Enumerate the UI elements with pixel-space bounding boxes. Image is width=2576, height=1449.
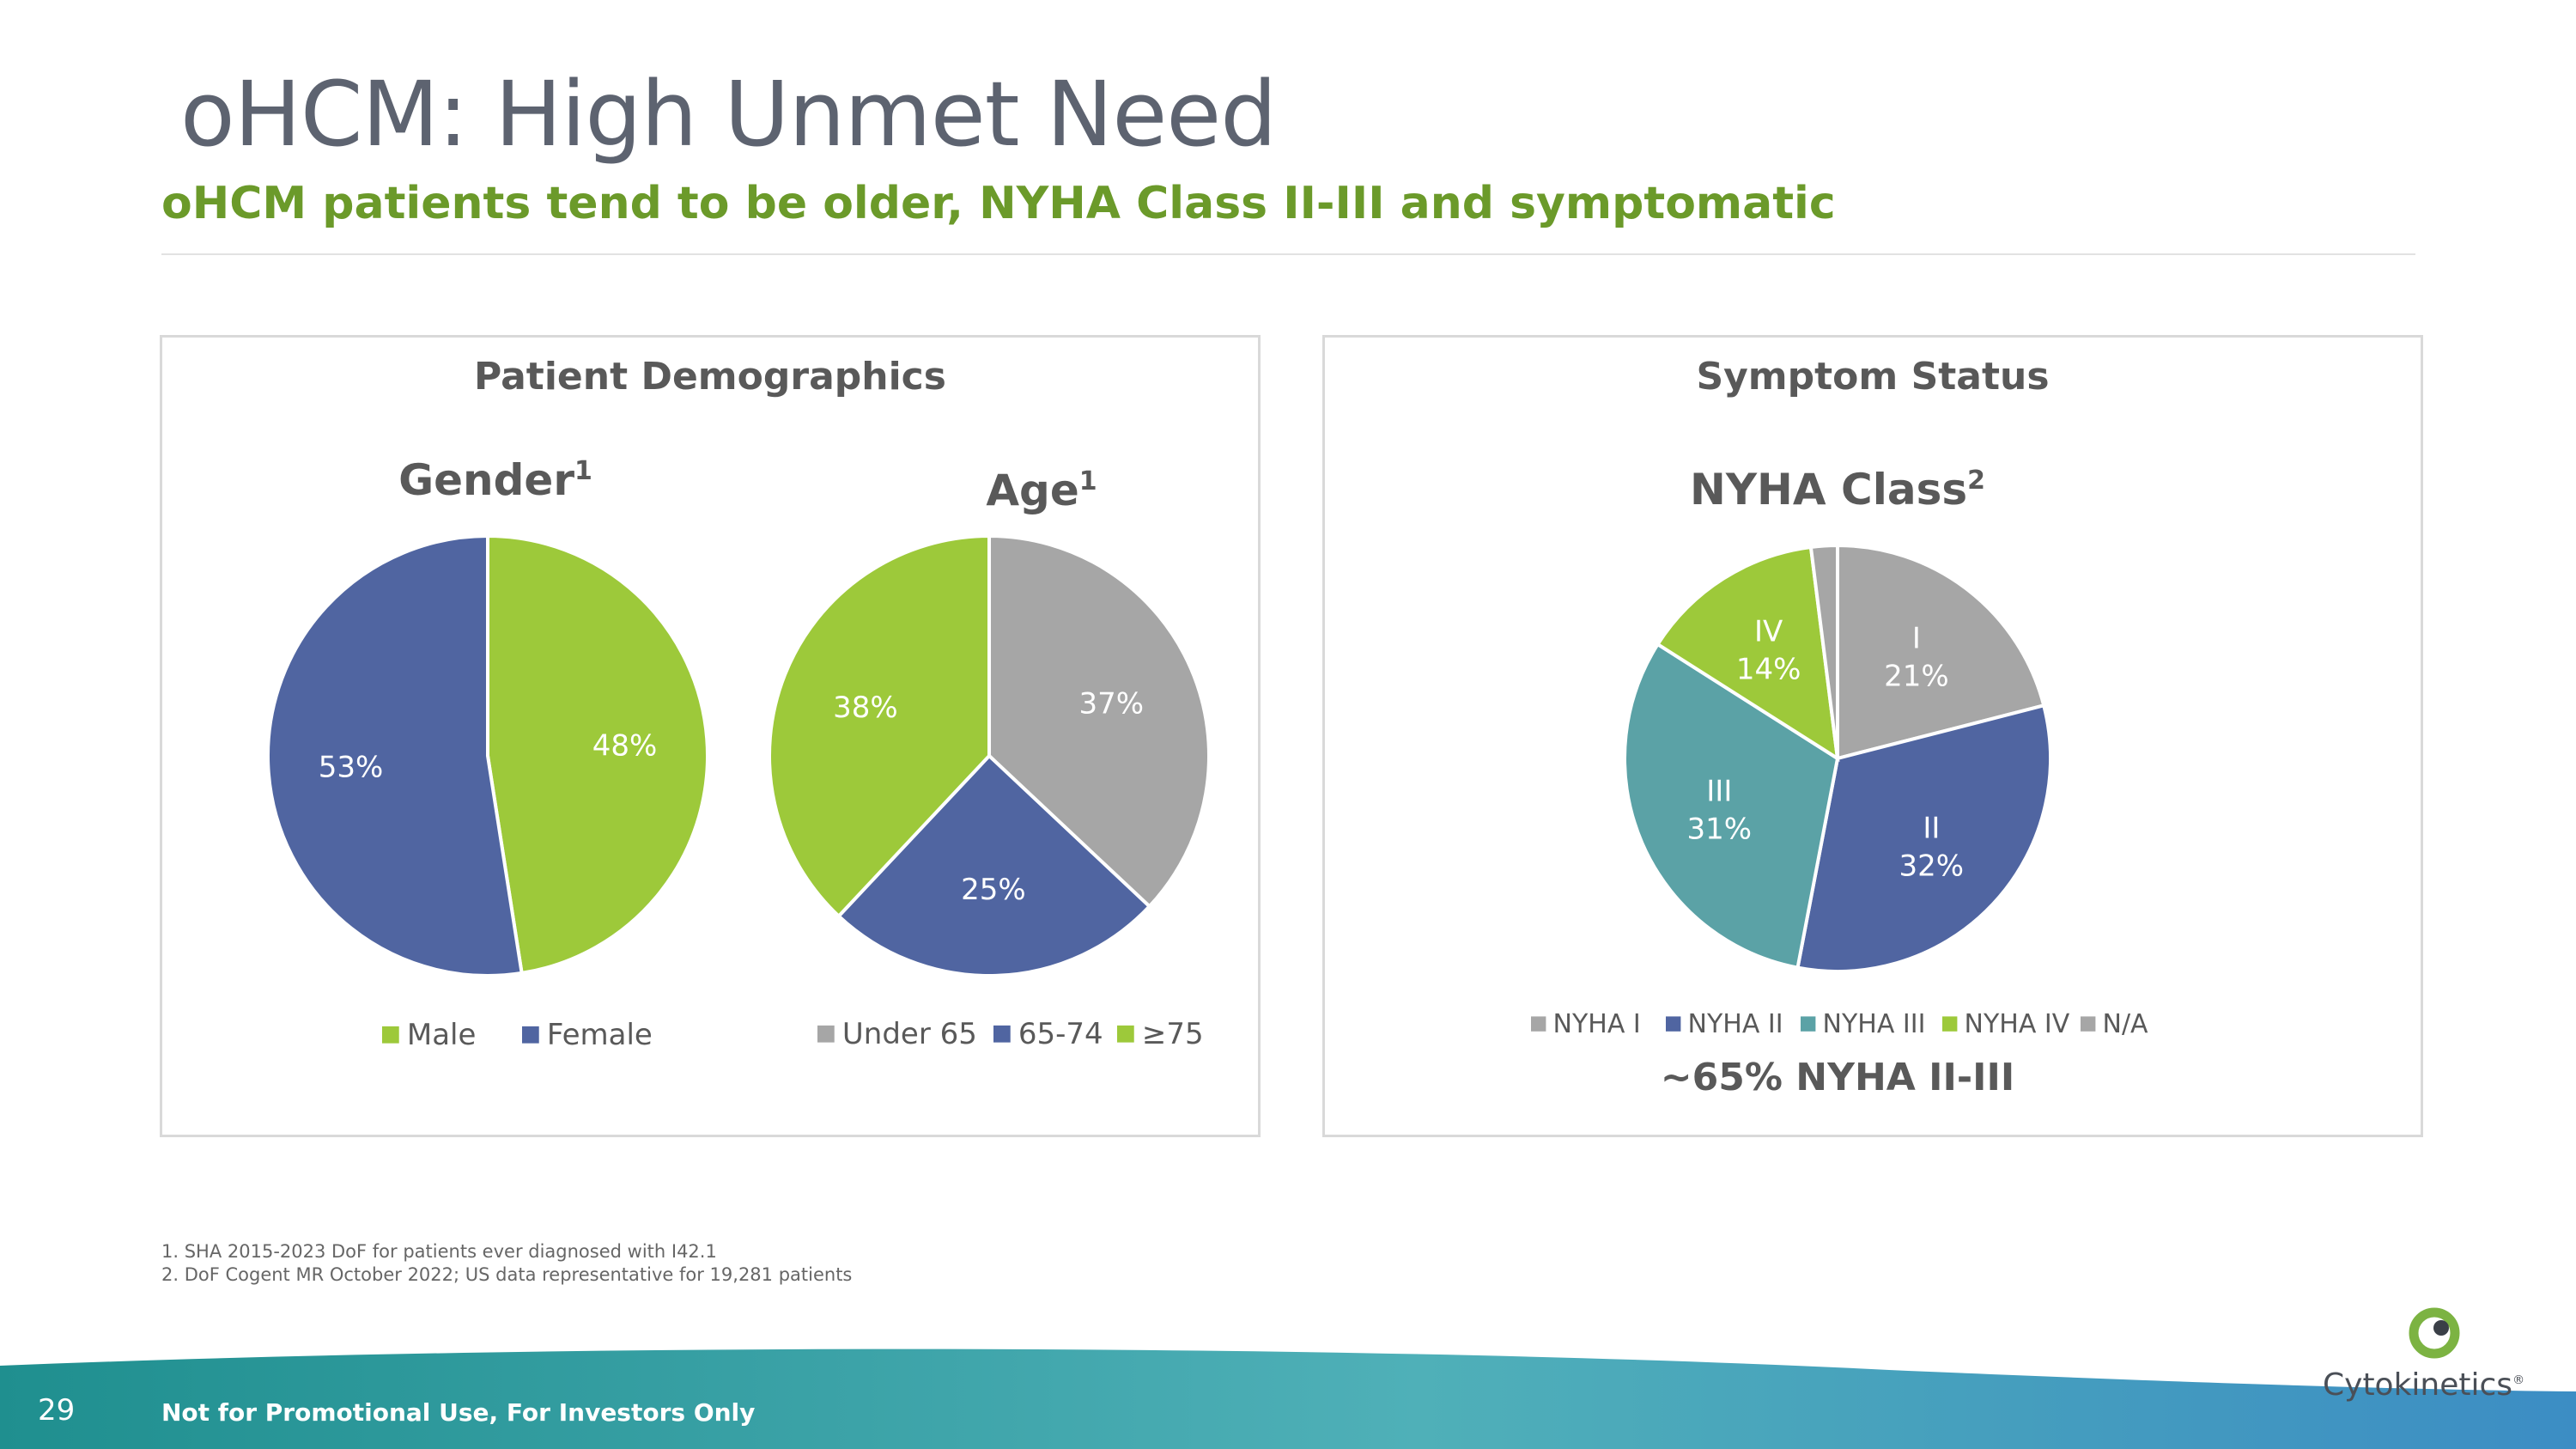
nyha-slice-n-a	[1808, 543, 1839, 759]
age-slice-75	[768, 533, 991, 919]
nyha-legend-swatch-n-a	[2081, 1016, 2096, 1032]
title-divider	[161, 253, 2415, 255]
nyha-legend-swatch-nyha-iii	[1801, 1016, 1816, 1032]
gender-data-label: 53%	[319, 750, 384, 784]
gender-data-label: 48%	[592, 729, 658, 764]
nyha-slice-name-i: I	[1912, 621, 1921, 655]
nyha-data-label: 31%	[1687, 813, 1753, 847]
nyha-slice-name-iii: III	[1706, 775, 1732, 809]
gender-legend-label-female: Female	[547, 1018, 653, 1052]
cytokinetics-logo: Cytokinetics®	[2323, 1306, 2546, 1409]
logo-mark-icon	[2409, 1307, 2460, 1359]
nyha-slice-nyha-i	[1836, 543, 2046, 761]
age-legend-label-65-74: 65-74	[1018, 1017, 1103, 1051]
symptom-status-panel: Symptom Status NYHA Class2 I 21% II 32% III 31…	[1322, 335, 2423, 1137]
patient-demographics-title: Patient Demographics	[474, 355, 946, 399]
age-data-label: 25%	[961, 873, 1026, 907]
symptom-status-title: Symptom Status	[1696, 355, 2050, 399]
age-legend-label-75: ≥75	[1142, 1017, 1204, 1051]
age-legend-swatch-65-74	[993, 1025, 1011, 1043]
nyha-legend-label-nyha-iii: NYHA III	[1823, 1009, 1926, 1039]
gender-legend-swatch-male	[382, 1026, 399, 1044]
nyha-legend-swatch-nyha-ii	[1666, 1016, 1681, 1032]
nyha-legend-label-n-a: N/A	[2103, 1009, 2149, 1039]
age-slice-under-65	[987, 533, 1211, 910]
demographics-charts: Gender1 48% 53% Male Female Age1 37% 25% 38% Unde…	[266, 455, 1211, 1052]
page-subtitle: oHCM patients tend to be older, NYHA Cla…	[161, 178, 1836, 229]
gender-legend-label-male: Male	[407, 1018, 477, 1052]
footer-band	[0, 1349, 2576, 1449]
nyha-chart-title: NYHA Class2	[1690, 465, 1985, 514]
nyha-legend-swatch-nyha-i	[1531, 1016, 1546, 1032]
age-legend-swatch-75	[1117, 1025, 1134, 1043]
page-title: oHCM: High Unmet Need	[180, 62, 1277, 167]
page-number: 29	[38, 1393, 76, 1428]
nyha-slice-name-iv: IV	[1754, 614, 1783, 648]
nyha-slice-name-ii: II	[1923, 812, 1940, 846]
nyha-legend-label-nyha-i: NYHA I	[1553, 1009, 1641, 1039]
nyha-legend-label-nyha-ii: NYHA II	[1688, 1009, 1783, 1039]
age-data-label: 37%	[1078, 686, 1144, 721]
nyha-data-label: 32%	[1899, 849, 1965, 884]
nyha-data-label: 21%	[1884, 659, 1949, 693]
patient-demographics-panel: Patient Demographics Gender1 48% 53% Male Fe…	[160, 335, 1261, 1137]
nyha-slice-nyha-iv	[1655, 545, 1840, 762]
footnote-2: 2. DoF Cogent MR October 2022; US data r…	[161, 1264, 853, 1285]
age-data-label: 38%	[833, 691, 898, 725]
gender-legend-swatch-female	[522, 1026, 539, 1044]
nyha-data-label: 14%	[1736, 652, 1801, 686]
nyha-legend-label-nyha-iv: NYHA IV	[1965, 1009, 2070, 1039]
nyha-slice-nyha-ii	[1795, 703, 2052, 973]
gender-slice-male	[486, 533, 709, 976]
nyha-summary: ~65% NYHA II-III	[1661, 1056, 2015, 1099]
gender-chart-title: Gender1	[398, 455, 592, 505]
age-slice-65-74	[835, 753, 1152, 977]
logo-text: Cytokinetics®	[2323, 1367, 2525, 1403]
age-legend-label-under-65: Under 65	[842, 1017, 977, 1051]
gender-slice-female	[266, 533, 524, 977]
footnote-1: 1. SHA 2015-2023 DoF for patients ever d…	[161, 1241, 717, 1262]
age-legend-swatch-under-65	[817, 1025, 835, 1043]
age-chart-title: Age1	[986, 466, 1097, 515]
footer-disclaimer: Not for Promotional Use, For Investors O…	[161, 1398, 756, 1427]
nyha-legend-swatch-nyha-iv	[1942, 1016, 1958, 1032]
